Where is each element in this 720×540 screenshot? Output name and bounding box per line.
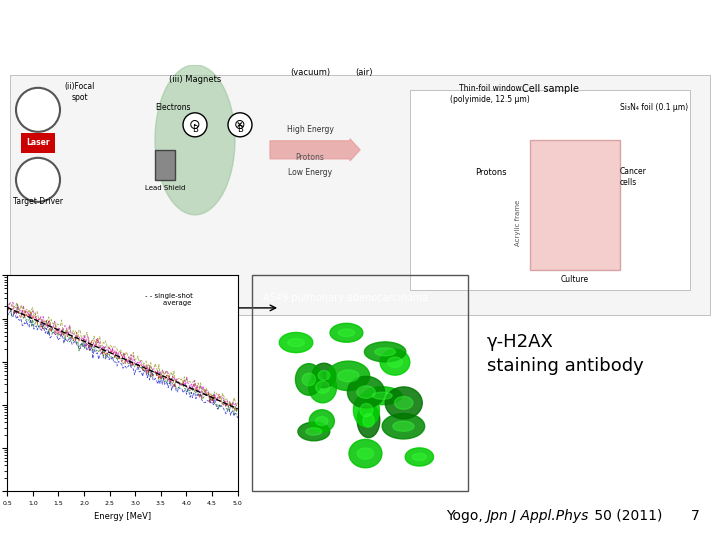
Ellipse shape [354, 394, 379, 427]
Text: ⊗: ⊗ [234, 118, 246, 132]
Text: Acrylic frame: Acrylic frame [515, 200, 521, 246]
Text: Yogo,: Yogo, [446, 509, 487, 523]
Circle shape [16, 158, 60, 202]
Text: B: B [237, 125, 243, 134]
Ellipse shape [302, 373, 315, 386]
Text: Laser Driven Proton Acceleration (LDPA): Laser Driven Proton Acceleration (LDPA) [14, 21, 709, 50]
Text: Electrons: Electrons [155, 103, 191, 112]
Circle shape [16, 88, 60, 132]
Ellipse shape [309, 372, 336, 403]
Ellipse shape [405, 448, 433, 466]
Ellipse shape [295, 363, 323, 395]
Text: B: B [192, 125, 198, 134]
Text: Low Energy: Low Energy [288, 168, 332, 177]
Ellipse shape [382, 414, 425, 439]
Ellipse shape [288, 339, 305, 347]
Text: Culture: Culture [561, 275, 589, 284]
Text: (air): (air) [355, 68, 372, 77]
Ellipse shape [357, 403, 380, 437]
FancyBboxPatch shape [410, 90, 690, 290]
Ellipse shape [279, 333, 312, 353]
Ellipse shape [387, 357, 402, 367]
Ellipse shape [374, 348, 395, 356]
Ellipse shape [315, 381, 330, 394]
Text: 50 (2011): 50 (2011) [590, 509, 663, 523]
Ellipse shape [356, 386, 375, 399]
Text: 55 cm: 55 cm [207, 305, 233, 314]
Text: Jpn J Appl.Phys: Jpn J Appl.Phys [486, 509, 588, 523]
Ellipse shape [348, 376, 384, 408]
Ellipse shape [338, 329, 355, 336]
Text: Laser: Laser [26, 138, 50, 147]
Ellipse shape [330, 323, 363, 342]
Ellipse shape [155, 65, 235, 215]
Text: γ-H2AX
staining antibody: γ-H2AX staining antibody [487, 333, 644, 375]
Ellipse shape [298, 422, 330, 441]
Ellipse shape [364, 342, 406, 362]
Ellipse shape [395, 396, 413, 409]
Ellipse shape [349, 440, 382, 468]
Ellipse shape [327, 361, 369, 390]
Ellipse shape [363, 387, 402, 404]
Ellipse shape [363, 414, 374, 427]
Ellipse shape [312, 363, 336, 388]
Ellipse shape [357, 448, 374, 459]
Text: Protons: Protons [296, 153, 325, 162]
Text: Cell sample: Cell sample [521, 84, 578, 94]
Text: Protons: Protons [475, 168, 507, 177]
Text: - - single-shot
        average: - - single-shot average [145, 293, 193, 306]
Ellipse shape [315, 416, 328, 426]
Text: (ii)Focal
spot: (ii)Focal spot [65, 82, 95, 102]
Text: High Energy: High Energy [287, 125, 333, 134]
Text: 7: 7 [691, 509, 700, 523]
Ellipse shape [413, 453, 426, 461]
Ellipse shape [338, 370, 359, 382]
Circle shape [228, 113, 252, 137]
Ellipse shape [318, 370, 330, 380]
Text: Target Driver: Target Driver [13, 197, 63, 206]
FancyBboxPatch shape [155, 150, 175, 180]
Text: Lead Shield: Lead Shield [145, 185, 185, 191]
Ellipse shape [306, 428, 322, 435]
Text: Thin-foil window
(polyimide, 12.5 μm): Thin-foil window (polyimide, 12.5 μm) [450, 84, 530, 104]
Text: ⊙: ⊙ [189, 118, 201, 132]
Text: (vacuum): (vacuum) [290, 68, 330, 77]
FancyBboxPatch shape [10, 75, 710, 315]
X-axis label: Energy [MeV]: Energy [MeV] [94, 512, 151, 521]
Text: Cancer
cells: Cancer cells [620, 167, 647, 187]
Ellipse shape [310, 410, 334, 433]
Text: A549 pulmonary adenocarcinoma: A549 pulmonary adenocarcinoma [263, 293, 428, 303]
Ellipse shape [385, 387, 422, 419]
Ellipse shape [372, 392, 392, 399]
Ellipse shape [360, 403, 373, 417]
FancyBboxPatch shape [21, 133, 55, 153]
FancyArrow shape [270, 139, 360, 161]
FancyBboxPatch shape [530, 140, 620, 270]
Circle shape [183, 113, 207, 137]
Ellipse shape [393, 421, 414, 431]
Text: Si₃N₄ foil (0.1 μm): Si₃N₄ foil (0.1 μm) [620, 103, 688, 112]
Text: (iii) Magnets: (iii) Magnets [169, 75, 221, 84]
Ellipse shape [380, 349, 410, 375]
